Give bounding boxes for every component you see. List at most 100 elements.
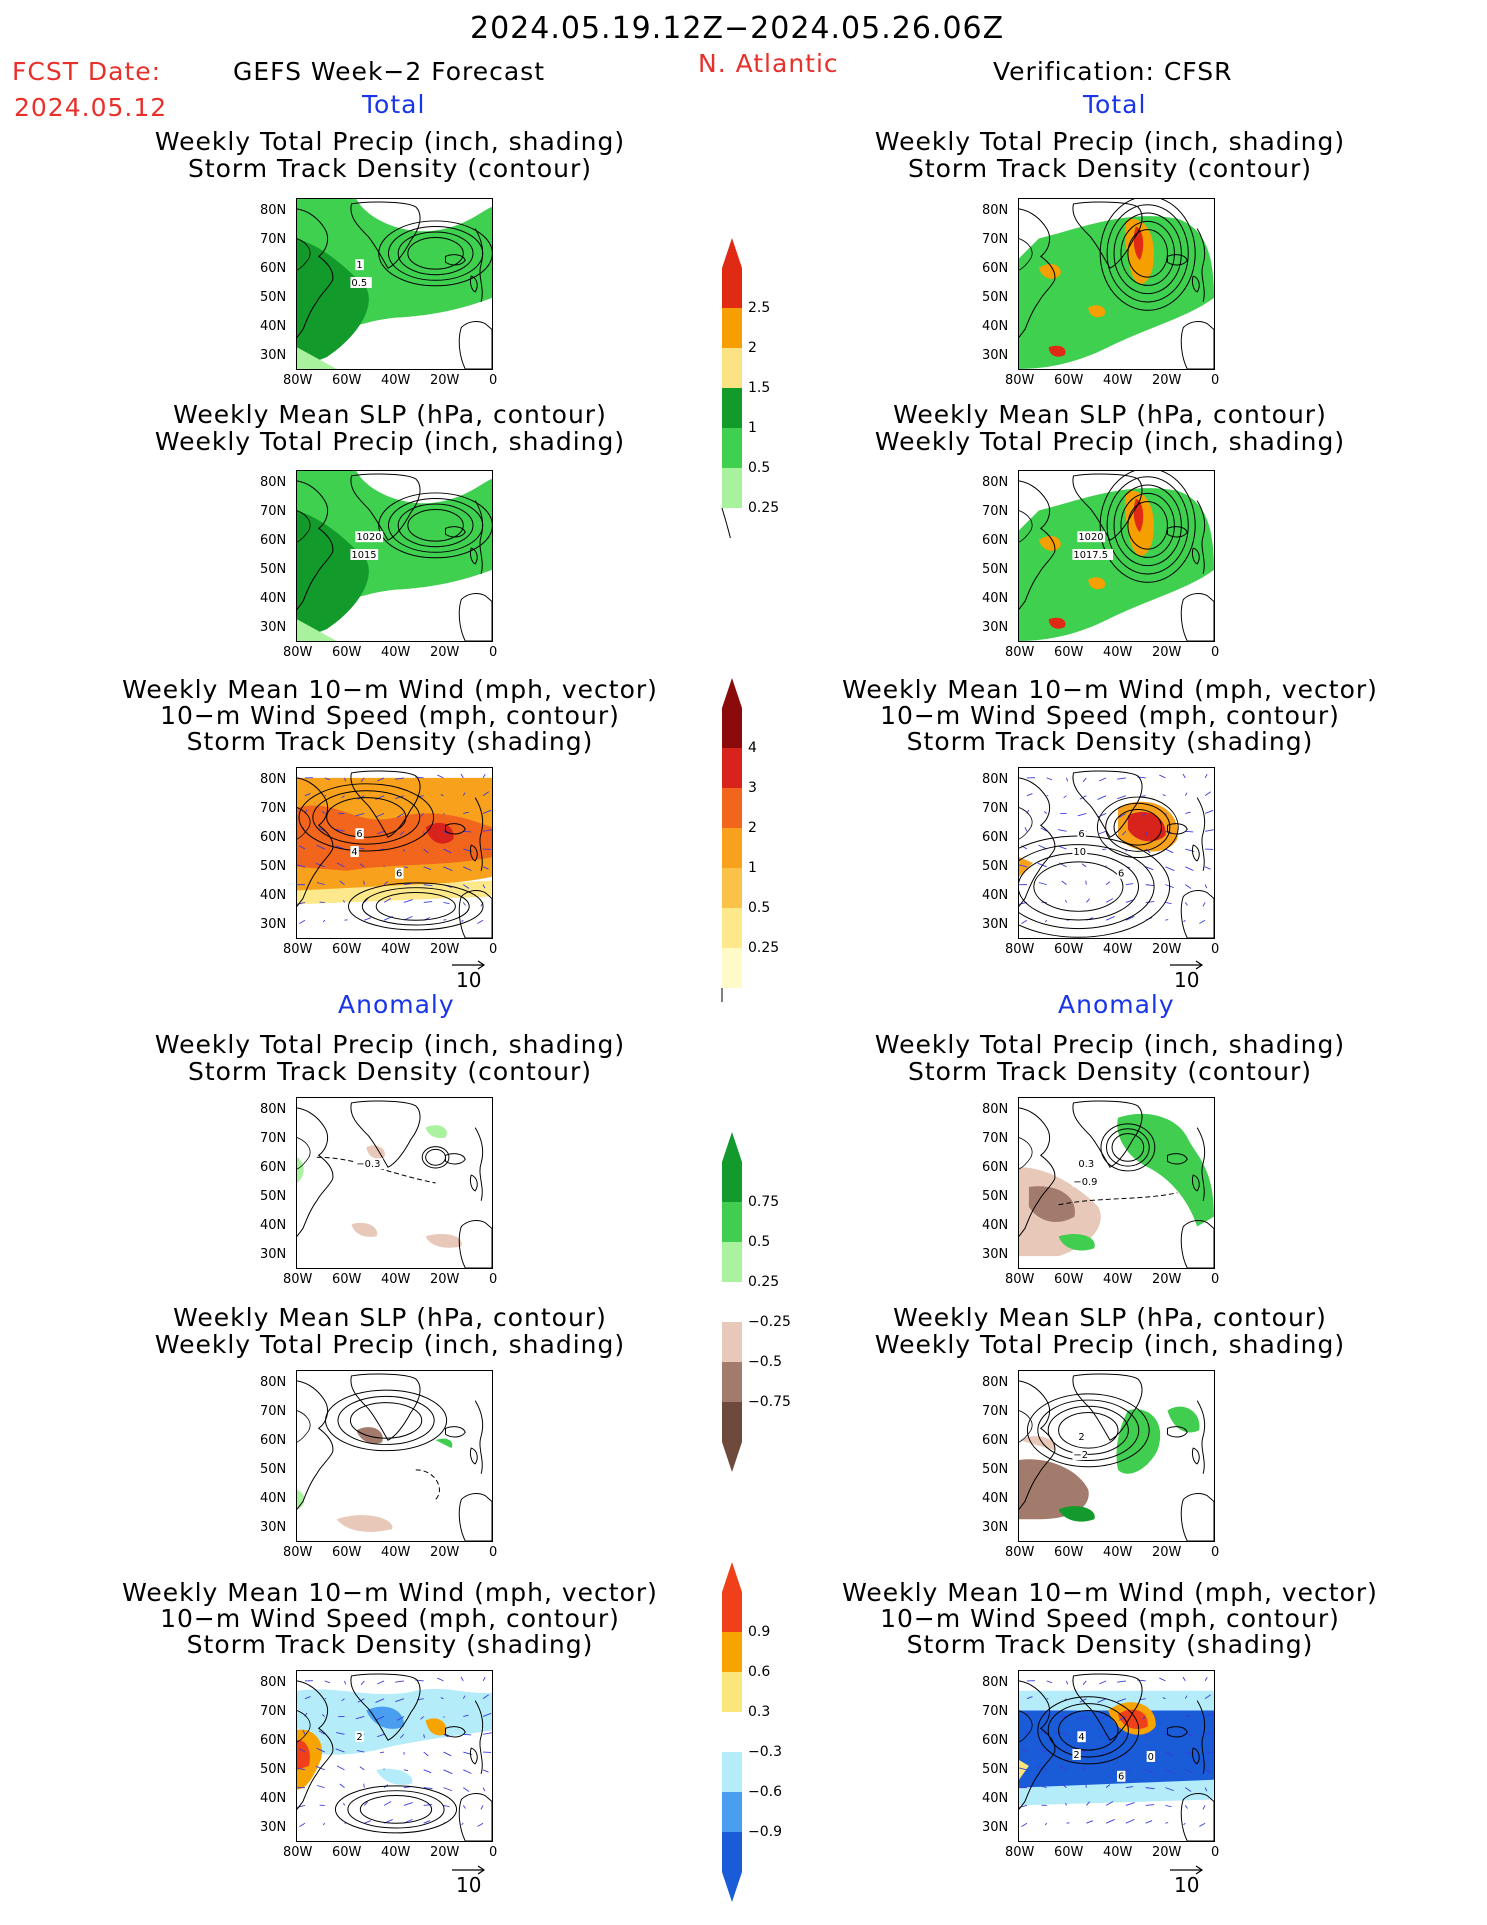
- lon-tick-label: 40W: [1103, 1845, 1133, 1860]
- region-label: N. Atlantic: [698, 49, 839, 78]
- contour-label: 6: [1078, 829, 1084, 840]
- lon-tick-label: 40W: [381, 1272, 411, 1287]
- map-canvas: 4 2 6 0: [1019, 1673, 1214, 1841]
- lat-tick-label: 30N: [260, 917, 287, 932]
- map-canvas: 6 10 6: [1019, 770, 1214, 938]
- colorbar-label: 0.5: [748, 460, 771, 476]
- panel-title-line: Storm Track Density (contour): [907, 154, 1313, 183]
- contour-label-bg: [355, 1158, 384, 1170]
- lon-tick-label: 60W: [332, 1545, 362, 1560]
- colorbar-total-track: [721, 678, 742, 1002]
- contour-label: 2: [1078, 1432, 1084, 1443]
- lat-tick-label: 50N: [982, 290, 1009, 305]
- colorbar-label: 4: [748, 740, 757, 756]
- colorbar-tip: [722, 678, 742, 708]
- contour-label: 0.3: [1078, 1159, 1094, 1170]
- colorbar-label: −0.75: [748, 1394, 791, 1410]
- panel-title-line: Weekly Total Precip (inch, shading): [874, 1030, 1346, 1059]
- panel-title-line: Weekly Total Precip (inch, shading): [874, 427, 1346, 456]
- colorbar-segment: [722, 1362, 742, 1402]
- lon-tick-label: 40W: [1103, 1545, 1133, 1560]
- lon-tick-label: 20W: [430, 645, 460, 660]
- map-panel-fc-anom-precip-track: −0.3: [296, 1097, 493, 1269]
- lat-tick-label: 80N: [982, 475, 1009, 490]
- colorbar-segment: [722, 788, 742, 828]
- contour-label: 10: [1073, 847, 1086, 858]
- map-canvas: 10.5: [297, 199, 492, 369]
- contour-label-bg: [1072, 549, 1114, 560]
- panel-title-line: Storm Track Density (contour): [187, 1057, 593, 1086]
- lat-tick-label: 70N: [260, 504, 287, 519]
- lon-tick-label: 80W: [283, 645, 313, 660]
- contour-label: −0.3: [356, 1159, 380, 1170]
- contour-label-bg: [1072, 1449, 1088, 1460]
- verification-column-title: Verification: CFSR: [993, 57, 1233, 86]
- lat-tick-label: 40N: [982, 591, 1009, 606]
- colorbar-segment: [722, 908, 742, 948]
- section-total-left: Total: [362, 90, 426, 119]
- lon-tick-label: 60W: [1054, 373, 1084, 388]
- vector-reference-arrow: [1170, 1865, 1204, 1875]
- contour-label: 6: [1118, 869, 1124, 880]
- lat-tick-label: 40N: [260, 1791, 287, 1806]
- contour-label-bg: [355, 828, 364, 840]
- fcst-date-label: FCST Date:: [12, 57, 162, 86]
- lon-tick-label: 60W: [332, 1272, 362, 1287]
- panel-title-line: Weekly Mean SLP (hPa, contour): [173, 1303, 607, 1332]
- lat-tick-label: 80N: [982, 1675, 1009, 1690]
- lat-tick-label: 80N: [260, 772, 287, 787]
- lat-tick-label: 30N: [260, 1520, 287, 1535]
- colorbar-segment: [722, 348, 742, 388]
- map-panel-ver-total-slp-precip: 1020 1017.5: [1018, 470, 1215, 642]
- colorbar-label: 0.3: [748, 1704, 771, 1720]
- lon-tick-label: 60W: [1054, 645, 1084, 660]
- lat-tick-label: 80N: [982, 1102, 1009, 1117]
- vector-reference-arrow: [1170, 960, 1204, 970]
- contour-label-bg: [1072, 846, 1088, 857]
- panel-title-line: Storm Track Density (shading): [906, 1630, 1314, 1659]
- map-panel-ver-anom-precip-track: 0.3 −0.9: [1018, 1097, 1215, 1269]
- contour-label-bg: [1077, 1158, 1099, 1170]
- colorbar-segment: [722, 428, 742, 468]
- lat-tick-label: 70N: [982, 1131, 1009, 1146]
- contour-label-bg: [1077, 1731, 1086, 1743]
- section-anomaly-left: Anomaly: [338, 990, 455, 1019]
- contour-label-bg: [1116, 1770, 1126, 1782]
- colorbar-segment: [722, 1242, 742, 1282]
- contour-label: 6: [396, 869, 402, 880]
- lon-tick-label: 20W: [430, 1545, 460, 1560]
- colorbar-label: 2: [748, 820, 757, 836]
- colorbar-label: 0.25: [748, 1274, 780, 1290]
- lon-tick-label: 60W: [1054, 1272, 1084, 1287]
- colorbar-tip: [722, 1442, 742, 1472]
- lon-tick-label: 40W: [1103, 645, 1133, 660]
- colorbar-label: 0.25: [748, 940, 780, 956]
- lon-tick-label: 20W: [1152, 373, 1182, 388]
- colorbar-label: 2.5: [748, 300, 771, 316]
- lat-tick-label: 80N: [982, 203, 1009, 218]
- contour-label: 6: [356, 829, 362, 840]
- lat-tick-label: 30N: [982, 348, 1009, 363]
- lon-tick-label: 0: [1211, 942, 1220, 957]
- panel-title-line: Storm Track Density (contour): [907, 1057, 1313, 1086]
- lon-tick-label: 0: [489, 645, 498, 660]
- contour-label-bg: [1072, 1176, 1101, 1187]
- lat-tick-label: 40N: [260, 591, 287, 606]
- colorbar-total-precip: [721, 238, 742, 538]
- forecast-column-title: GEFS Week−2 Forecast: [233, 57, 546, 86]
- panel-title-line: Weekly Mean SLP (hPa, contour): [893, 1303, 1327, 1332]
- lon-tick-label: 60W: [332, 645, 362, 660]
- lat-tick-label: 40N: [982, 1491, 1009, 1506]
- colorbar-segment: [722, 828, 742, 868]
- lat-tick-label: 70N: [260, 1704, 287, 1719]
- lat-tick-label: 80N: [982, 1375, 1009, 1390]
- colorbar-label: 0.9: [748, 1624, 771, 1640]
- lat-tick-label: 40N: [982, 1218, 1009, 1233]
- map-panel-fc-total-slp-precip: 1020 1015: [296, 470, 493, 642]
- map-panel-fc-total-wind-track: 6 4 6: [296, 767, 493, 939]
- lat-tick-label: 80N: [260, 1375, 287, 1390]
- contour-label-bg: [355, 1731, 364, 1743]
- lon-tick-label: 80W: [283, 1272, 313, 1287]
- contour-label: 4: [1078, 1732, 1084, 1743]
- map-panel-ver-anom-slp-precip: 2 −2: [1018, 1370, 1215, 1542]
